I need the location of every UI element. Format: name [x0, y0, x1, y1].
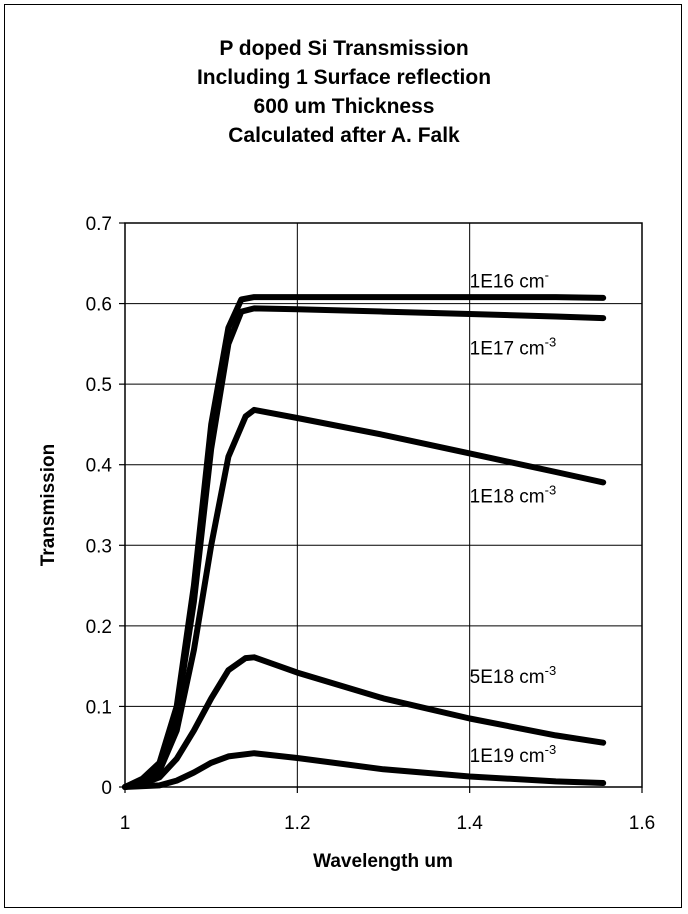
x-axis-title: Wavelength um — [313, 851, 453, 872]
y-tick-label: 0.4 — [86, 456, 113, 477]
y-tick-label: 0.7 — [86, 214, 112, 235]
x-tick-label: 1 — [120, 813, 131, 834]
series-label-5: 1E19 cm-3 — [470, 742, 557, 767]
series-labels: 1E16 cm- 1E17 cm-3 1E18 cm-3 5E18 cm-3 1E19 … — [470, 267, 557, 767]
x-tick-label: 1.4 — [456, 813, 483, 834]
y-tick-label: 0.6 — [86, 295, 112, 316]
series-line-4 — [122, 654, 607, 790]
y-axis-title: Transmission — [38, 444, 59, 567]
y-tick-label: 0.3 — [86, 536, 112, 557]
y-tick-label: 0 — [101, 778, 112, 799]
chart-title: P doped Si Transmission Including 1 Surf… — [0, 34, 688, 150]
plot-border — [124, 222, 643, 788]
title-line-2: Including 1 Surface reflection — [196, 66, 492, 89]
plot-area — [124, 222, 643, 788]
y-tick-label: 0.5 — [86, 375, 112, 396]
series-label-1: 1E16 cm- — [470, 267, 549, 292]
series-label-2: 1E17 cm-3 — [470, 334, 557, 359]
title-line-4: Calculated after A. Falk — [228, 124, 460, 147]
series-label-4: 5E18 cm-3 — [470, 663, 557, 688]
title-line-3: 600 um Thickness — [253, 95, 435, 118]
y-tick-label: 0.1 — [86, 697, 112, 718]
y-tick-label: 0.2 — [86, 617, 112, 638]
series-line-1 — [122, 294, 607, 790]
series-line-3 — [122, 406, 607, 790]
title-line-1: P doped Si Transmission — [219, 37, 469, 60]
series-label-3: 1E18 cm-3 — [470, 483, 557, 508]
x-tick-label: 1.6 — [629, 813, 655, 834]
series-line-5 — [122, 750, 607, 790]
chart-frame — [4, 4, 682, 908]
series-lines — [122, 294, 607, 790]
x-tick-label: 1.2 — [284, 813, 310, 834]
